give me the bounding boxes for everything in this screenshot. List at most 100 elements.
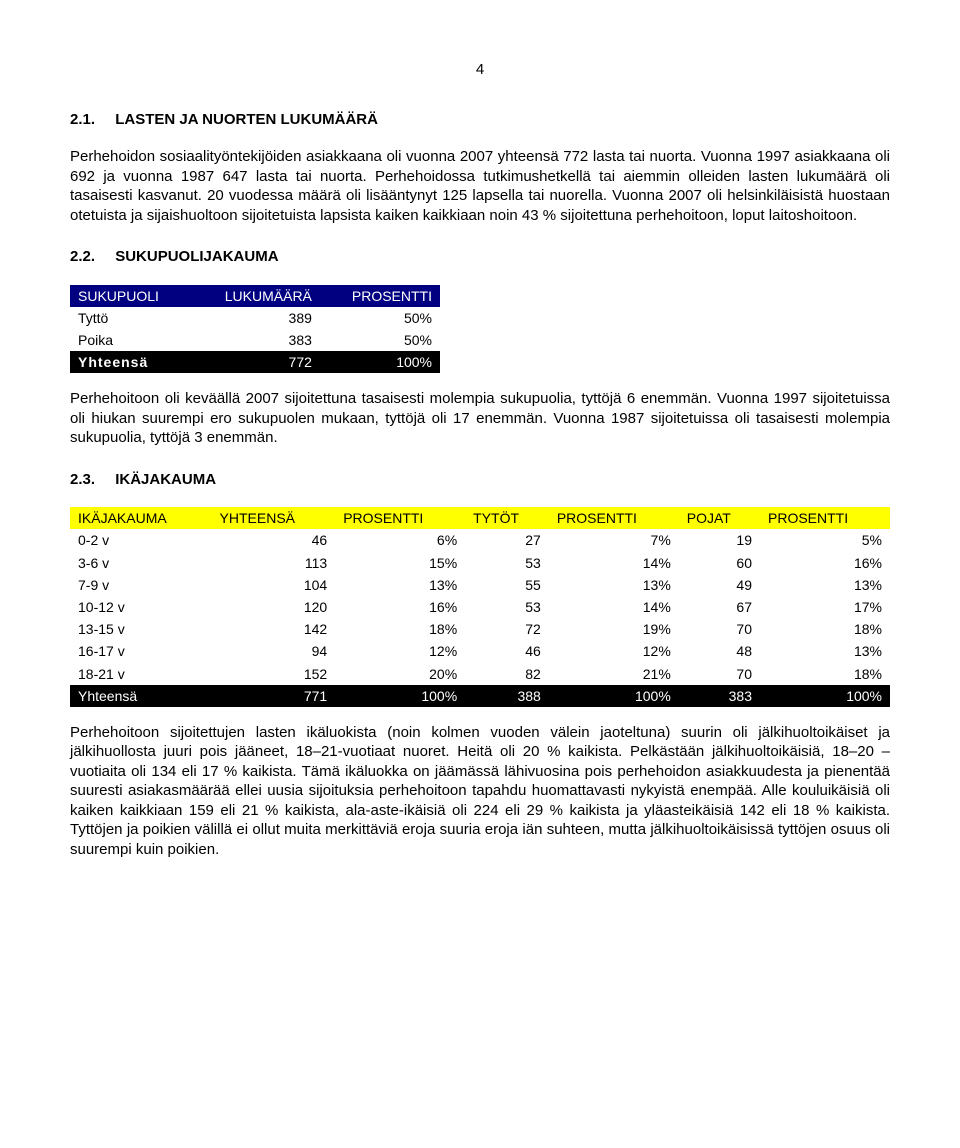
row-pct: 50%: [320, 329, 440, 351]
table-row: 3-6 v11315%5314%6016%: [70, 552, 890, 574]
row-p2: 14%: [549, 552, 679, 574]
table-total-row: Yhteensä 772 100%: [70, 351, 440, 373]
row-v2: 55: [465, 574, 549, 596]
section-2-1-paragraph: Perhehoidon sosiaalityöntekijöiden asiak…: [70, 147, 890, 225]
row-label: 16-17 v: [70, 640, 212, 662]
row-label: Tyttö: [70, 307, 191, 329]
row-p1: 20%: [335, 663, 465, 685]
row-v1: 152: [212, 663, 336, 685]
row-p3: 17%: [760, 596, 890, 618]
row-v3: 49: [679, 574, 760, 596]
row-v1: 113: [212, 552, 336, 574]
row-p2: 7%: [549, 529, 679, 551]
row-label: 13-15 v: [70, 618, 212, 640]
row-label: 3-6 v: [70, 552, 212, 574]
row-count: 383: [191, 329, 320, 351]
section-2-1-heading: 2.1. LASTEN JA NUORTEN LUKUMÄÄRÄ: [70, 110, 890, 130]
row-v2: 53: [465, 596, 549, 618]
col-sukupuoli: SUKUPUOLI: [70, 285, 191, 307]
total-p2: 100%: [549, 685, 679, 707]
total-count: 772: [191, 351, 320, 373]
col-prosentti2: PROSENTTI: [549, 507, 679, 529]
table-header-row: SUKUPUOLI LUKUMÄÄRÄ PROSENTTI: [70, 285, 440, 307]
total-v2: 388: [465, 685, 549, 707]
row-p2: 14%: [549, 596, 679, 618]
row-v3: 67: [679, 596, 760, 618]
age-table: IKÄJAKAUMA YHTEENSÄ PROSENTTI TYTÖT PROS…: [70, 507, 890, 707]
heading-text: IKÄJAKAUMA: [115, 471, 216, 488]
row-v2: 82: [465, 663, 549, 685]
heading-number: 2.2.: [70, 247, 95, 267]
table-row: 7-9 v10413%5513%4913%: [70, 574, 890, 596]
table-row: Tyttö38950%: [70, 307, 440, 329]
row-pct: 50%: [320, 307, 440, 329]
row-p2: 13%: [549, 574, 679, 596]
row-label: 10-12 v: [70, 596, 212, 618]
row-p1: 18%: [335, 618, 465, 640]
table-row: 16-17 v9412%4612%4813%: [70, 640, 890, 662]
section-2-3-paragraph: Perhehoitoon sijoitettujen lasten ikäluo…: [70, 723, 890, 860]
row-v1: 142: [212, 618, 336, 640]
table-header-row: IKÄJAKAUMA YHTEENSÄ PROSENTTI TYTÖT PROS…: [70, 507, 890, 529]
row-v1: 94: [212, 640, 336, 662]
page-number: 4: [70, 60, 890, 80]
row-label: 0-2 v: [70, 529, 212, 551]
heading-number: 2.1.: [70, 110, 95, 130]
table-row: 13-15 v14218%7219%7018%: [70, 618, 890, 640]
table-total-row: Yhteensä 771 100% 388 100% 383 100%: [70, 685, 890, 707]
row-p1: 15%: [335, 552, 465, 574]
section-2-2-heading: 2.2. SUKUPUOLIJAKAUMA: [70, 247, 890, 267]
col-lukumaara: LUKUMÄÄRÄ: [191, 285, 320, 307]
row-p3: 13%: [760, 640, 890, 662]
row-label: 7-9 v: [70, 574, 212, 596]
table-row: 10-12 v12016%5314%6717%: [70, 596, 890, 618]
row-v3: 70: [679, 663, 760, 685]
table-row: 18-21 v15220%8221%7018%: [70, 663, 890, 685]
row-v2: 53: [465, 552, 549, 574]
total-label: Yhteensä: [70, 351, 191, 373]
row-v3: 70: [679, 618, 760, 640]
row-v3: 48: [679, 640, 760, 662]
row-v2: 72: [465, 618, 549, 640]
row-p1: 13%: [335, 574, 465, 596]
row-p3: 18%: [760, 663, 890, 685]
row-v3: 60: [679, 552, 760, 574]
row-label: Poika: [70, 329, 191, 351]
col-prosentti3: PROSENTTI: [760, 507, 890, 529]
heading-number: 2.3.: [70, 470, 95, 490]
row-p3: 16%: [760, 552, 890, 574]
col-prosentti1: PROSENTTI: [335, 507, 465, 529]
col-tytot: TYTÖT: [465, 507, 549, 529]
table-row: Poika38350%: [70, 329, 440, 351]
row-p3: 5%: [760, 529, 890, 551]
col-prosentti: PROSENTTI: [320, 285, 440, 307]
row-v1: 104: [212, 574, 336, 596]
gender-table: SUKUPUOLI LUKUMÄÄRÄ PROSENTTI Tyttö38950…: [70, 285, 440, 374]
row-v2: 27: [465, 529, 549, 551]
row-p2: 19%: [549, 618, 679, 640]
total-label: Yhteensä: [70, 685, 212, 707]
row-v2: 46: [465, 640, 549, 662]
row-label: 18-21 v: [70, 663, 212, 685]
total-p1: 100%: [335, 685, 465, 707]
row-p2: 12%: [549, 640, 679, 662]
row-p3: 13%: [760, 574, 890, 596]
row-p1: 12%: [335, 640, 465, 662]
row-p1: 6%: [335, 529, 465, 551]
section-2-3-heading: 2.3. IKÄJAKAUMA: [70, 470, 890, 490]
row-count: 389: [191, 307, 320, 329]
row-p1: 16%: [335, 596, 465, 618]
row-p2: 21%: [549, 663, 679, 685]
section-2-2-paragraph: Perhehoitoon oli keväällä 2007 sijoitett…: [70, 389, 890, 448]
table-row: 0-2 v466%277%195%: [70, 529, 890, 551]
row-v1: 120: [212, 596, 336, 618]
col-pojat: POJAT: [679, 507, 760, 529]
heading-text: LASTEN JA NUORTEN LUKUMÄÄRÄ: [115, 111, 378, 128]
row-v3: 19: [679, 529, 760, 551]
total-v1: 771: [212, 685, 336, 707]
col-ikajakauma: IKÄJAKAUMA: [70, 507, 212, 529]
total-p3: 100%: [760, 685, 890, 707]
heading-text: SUKUPUOLIJAKAUMA: [115, 248, 278, 265]
col-yhteensa: YHTEENSÄ: [212, 507, 336, 529]
total-v3: 383: [679, 685, 760, 707]
